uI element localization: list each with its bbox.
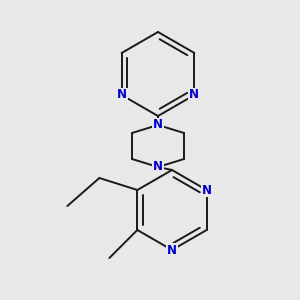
Text: N: N: [189, 88, 200, 101]
Text: N: N: [167, 244, 177, 256]
Text: N: N: [153, 118, 163, 131]
Text: N: N: [153, 160, 163, 173]
Text: N: N: [117, 88, 127, 101]
Text: N: N: [202, 184, 212, 196]
